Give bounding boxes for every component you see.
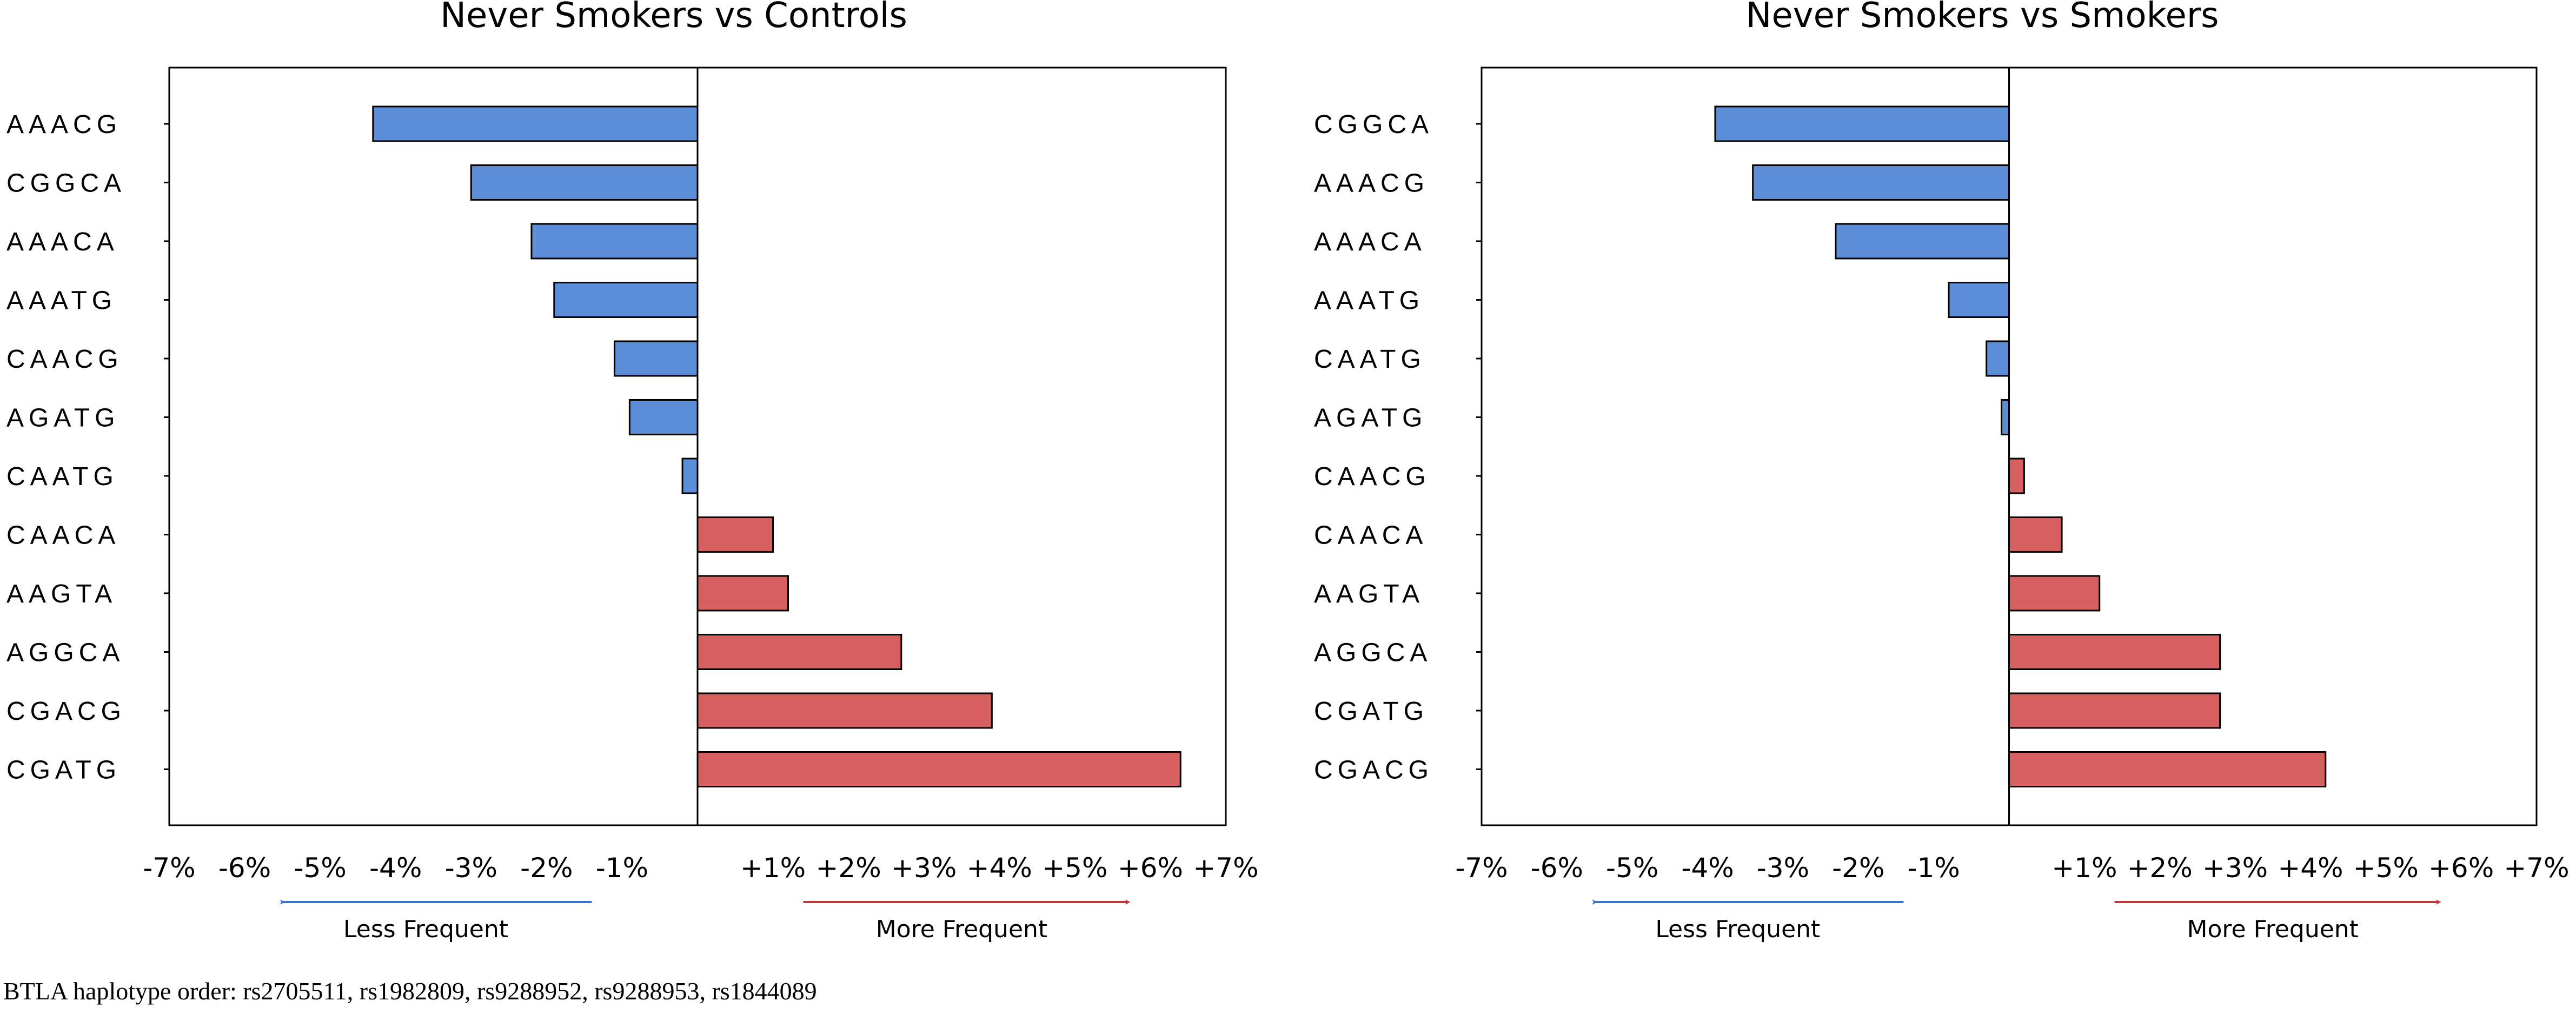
chart-2-bar-cgacg [2008,751,2327,787]
chart-1-bar-aaaca [530,223,699,260]
chart-2-x-tick-label: -3% [1757,852,1809,884]
chart-1-x-tick-label: +2% [816,852,881,884]
chart-1-x-tick-label: -7% [143,852,195,884]
chart-2-category-label: AGATG [1314,404,1427,433]
chart-1-bar-caatg [681,458,699,494]
chart-2-bar-aagta [2008,575,2101,612]
chart-2-x-tick-label: -4% [1681,852,1734,884]
chart-2-title: Never Smokers vs Smokers [1746,0,2219,36]
chart-1-bar-cggca [470,164,699,201]
chart-2-x-tick-label: -2% [1832,852,1884,884]
chart-2-x-tick-label: -5% [1606,852,1658,884]
chart-1-bar-cgatg [696,751,1181,787]
haplotype-order-footnote: BTLA haplotype order: rs2705511, rs19828… [3,977,817,1005]
chart-2-x-tick-label: -7% [1455,852,1508,884]
chart-2-bar-agatg [2001,399,2010,435]
chart-2-category-label: AGGCA [1314,639,1432,667]
chart-2-category-label: CGATG [1314,697,1429,726]
chart-1-bar-aagta [696,575,789,612]
chart-1-x-tick-label: -6% [218,852,271,884]
chart-2-bar-caatg [1986,340,2010,377]
chart-1-x-tick-label: +6% [1118,852,1183,884]
chart-2-x-tick-label: +1% [2051,852,2117,884]
chart-2-category-label: CAATG [1314,345,1426,374]
chart-1-x-tick-label: +3% [891,852,957,884]
chart-2-category-label: AAGTA [1314,580,1424,608]
chart-1-category-label: CAATG [6,462,118,491]
chart-2-x-tick-label: -6% [1531,852,1583,884]
chart-1-less-frequent-label: Less Frequent [343,916,508,943]
chart-1-x-tick-label: +4% [967,852,1032,884]
chart-2-x-tick-label: -1% [1907,852,1960,884]
chart-2-bar-aaaca [1835,223,2010,260]
chart-1-more-frequent-label: More Frequent [876,916,1047,943]
chart-1-x-tick-label: -2% [520,852,573,884]
chart-1-category-label: CGACG [6,697,126,726]
chart-1-x-tick-label: +7% [1193,852,1258,884]
chart-1-x-tick-label: -4% [369,852,422,884]
chart-1-x-tick-label: -3% [445,852,497,884]
chart-1-bar-aaatg [553,282,699,318]
chart-1-category-label: AGATG [6,404,119,433]
chart-1-category-label: CAACA [6,521,120,550]
chart-1-bar-aaacg [372,105,699,142]
chart-1-category-label: CAACG [6,345,123,374]
chart-1-title: Never Smokers vs Controls [440,0,907,36]
chart-2-bar-caacg [2008,458,2025,494]
chart-1-x-tick-label: -1% [596,852,648,884]
chart-2-category-label: AAATG [1314,287,1424,315]
chart-1-category-label: CGATG [6,756,121,785]
chart-2-x-tick-label: +3% [2202,852,2268,884]
chart-1-bar-caaca [696,516,774,553]
chart-1-bar-aggca [696,634,902,670]
chart-1-category-label: AAACA [6,228,119,256]
chart-2-bar-caaca [2008,516,2063,553]
chart-2-more-frequent-label: More Frequent [2187,916,2359,943]
chart-2-bar-aaacg [1752,164,2010,201]
chart-2-x-tick-label: +5% [2353,852,2419,884]
chart-1-x-tick-label: -5% [294,852,346,884]
chart-2-category-label: AAACG [1314,169,1429,198]
chart-2-x-tick-label: +4% [2278,852,2343,884]
chart-1-category-label: AAATG [6,287,117,315]
chart-2-category-label: CAACA [1314,521,1428,550]
chart-1-x-tick-label: +1% [740,852,806,884]
chart-2-bar-aggca [2008,634,2221,670]
chart-2-category-label: CAACG [1314,462,1431,491]
chart-2-x-tick-label: +2% [2127,852,2193,884]
chart-2-bar-cggca [1714,105,2010,142]
chart-1-bar-agatg [628,399,699,435]
chart-2-x-tick-label: +7% [2504,852,2569,884]
chart-1-category-label: AAACG [6,110,122,139]
chart-1-bar-caacg [613,340,699,377]
chart-2-category-label: CGACG [1314,756,1433,785]
chart-2-bar-cgatg [2008,692,2221,729]
chart-1-bar-cgacg [696,692,993,729]
chart-2-category-label: CGGCA [1314,110,1433,139]
chart-2-less-frequent-label: Less Frequent [1655,916,1820,943]
chart-2-bar-aaatg [1948,282,2010,318]
chart-2-x-tick-label: +6% [2428,852,2494,884]
chart-1-x-tick-label: +5% [1042,852,1107,884]
chart-1-category-label: CGGCA [6,169,126,198]
chart-2-category-label: AAACA [1314,228,1426,256]
chart-1-category-label: AGGCA [6,639,124,667]
chart-1-category-label: AAGTA [6,580,117,608]
